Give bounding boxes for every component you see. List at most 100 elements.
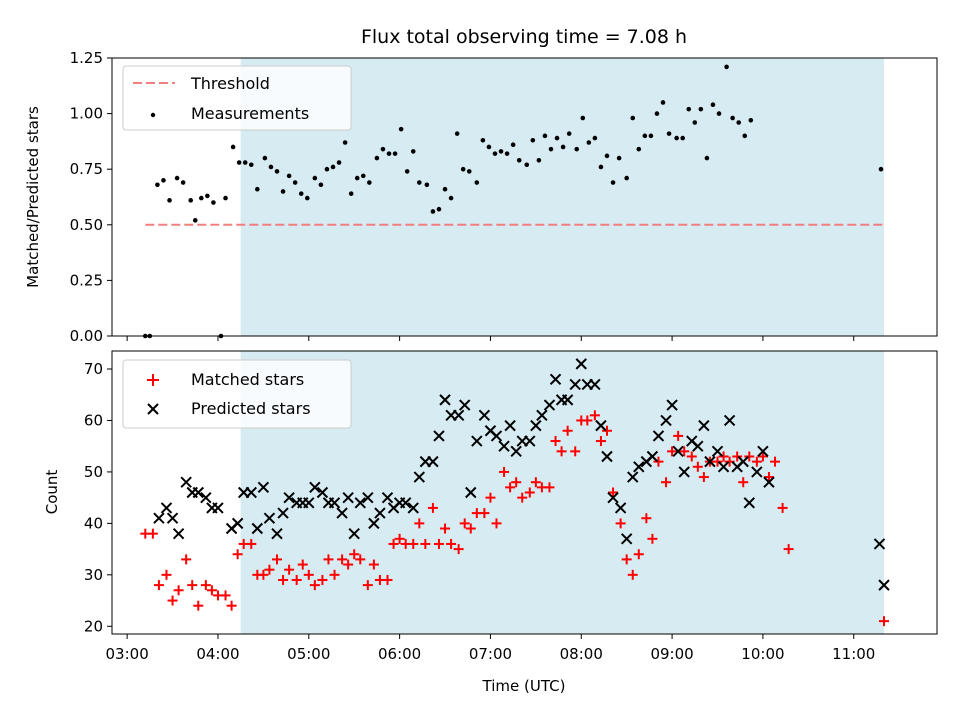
legend-threshold-label: Threshold: [190, 74, 270, 93]
legend-measurements-swatch: [150, 112, 156, 118]
matched-star-point: [757, 451, 768, 462]
measurement-point: [292, 180, 298, 185]
predicted-star-point: [231, 517, 244, 530]
measurement-point: [560, 144, 566, 150]
measurement-point: [330, 164, 336, 170]
measurement-point: [367, 180, 372, 185]
top-y-tick-label: 1.25: [70, 49, 103, 67]
predicted-star-point: [439, 394, 451, 406]
predicted-star-point: [569, 378, 581, 391]
measurement-point: [312, 175, 318, 181]
matched-star-point: [440, 523, 451, 534]
bottom-y-axis-label: Count: [43, 470, 61, 515]
x-tick-label: 03:00: [106, 645, 149, 663]
measurement-point: [167, 198, 172, 203]
top-y-tick-label: 0.50: [70, 216, 103, 234]
matched-star-point: [556, 446, 567, 457]
predicted-star-point: [180, 476, 192, 488]
measurement-point: [474, 180, 480, 185]
matched-star-point: [459, 518, 470, 529]
measurement-point: [318, 182, 324, 188]
measurement-point: [530, 137, 536, 143]
measurement-point: [660, 100, 666, 105]
measurement-point: [424, 182, 430, 188]
matched-star-point: [491, 518, 502, 529]
measurement-point: [298, 191, 304, 196]
matched-star-point: [602, 425, 612, 436]
predicted-star-point: [277, 507, 289, 519]
x-tick-label: 06:00: [378, 645, 421, 663]
measurement-point: [174, 175, 180, 181]
matched-star-point: [653, 456, 664, 467]
matched-star-point: [524, 487, 535, 498]
predicted-star-point: [692, 440, 704, 452]
top-panel-gridlines: 0.00 0.25 0.50 0.75 1.00 1.25: [70, 49, 855, 345]
measurement-point: [192, 218, 198, 223]
predicted-star-point: [283, 491, 295, 504]
matched-star-point: [408, 538, 419, 549]
measurement-point: [580, 115, 586, 121]
measurement-point: [230, 144, 236, 150]
measurement-point: [492, 151, 498, 156]
matched-star-point: [744, 451, 755, 462]
measurement-point: [542, 133, 548, 139]
measurement-point: [236, 160, 242, 165]
measurement-point: [416, 180, 422, 185]
predicted-star-point: [757, 445, 769, 458]
predicted-star-point: [471, 435, 483, 447]
measurement-point: [436, 206, 442, 212]
predicted-star-point: [245, 486, 257, 499]
matched-star-point: [153, 580, 164, 591]
top-legend-box: [122, 65, 352, 131]
matched-star-point: [382, 574, 393, 585]
matched-star-point: [770, 456, 781, 467]
matched-star-point: [712, 456, 723, 467]
predicted-star-point: [362, 491, 374, 504]
measurement-point: [710, 102, 716, 108]
measurement-point: [680, 135, 685, 141]
measurement-point: [504, 151, 510, 156]
matched-star-point: [485, 492, 496, 503]
predicted-star-point: [452, 409, 465, 422]
measurement-point: [480, 137, 486, 143]
measurement-point: [692, 120, 698, 125]
predicted-star-point: [589, 378, 601, 391]
matched-star-point: [206, 585, 217, 596]
predicted-star-point: [711, 445, 724, 458]
measurement-point: [188, 198, 194, 203]
predicted-star-point: [200, 491, 212, 504]
top-legend: Threshold Measurements: [122, 65, 352, 131]
matched-star-point: [698, 472, 709, 483]
matched-star-point: [394, 533, 405, 544]
matched-star-point: [147, 528, 158, 539]
matched-star-point: [173, 585, 184, 596]
measurement-point: [566, 131, 572, 136]
matched-star-point: [167, 595, 178, 606]
measurement-point: [630, 115, 636, 121]
measurement-point: [354, 175, 360, 181]
measurement-point: [466, 169, 472, 174]
top-panel: 0.00 0.25 0.50 0.75 1.00 1.25 Matched/Predict…: [24, 49, 938, 345]
predicted-star-point: [478, 409, 491, 422]
measurement-point: [255, 186, 260, 192]
predicted-star-point: [561, 394, 574, 406]
predicted-star-point: [328, 497, 341, 509]
top-panel-frame: [111, 57, 938, 337]
bottom-panel-frame: [111, 350, 938, 635]
predicted-star-point: [723, 414, 736, 427]
matched-star-point: [368, 559, 379, 570]
bottom-y-tick-label: 30: [84, 566, 103, 584]
predicted-star-point: [530, 419, 542, 432]
predicted-star-point: [614, 502, 627, 514]
measurement-point: [360, 173, 366, 179]
measurement-point: [498, 149, 504, 154]
matched-star-point: [530, 477, 541, 488]
x-tick-label: 11:00: [832, 645, 875, 663]
measurement-point: [223, 195, 228, 201]
predicted-star-point: [303, 497, 315, 509]
matched-star-point: [692, 461, 703, 472]
measurement-point: [392, 151, 398, 156]
matched-star-point: [505, 482, 516, 493]
measurement-point: [674, 135, 679, 141]
predicted-star-point: [316, 486, 329, 499]
